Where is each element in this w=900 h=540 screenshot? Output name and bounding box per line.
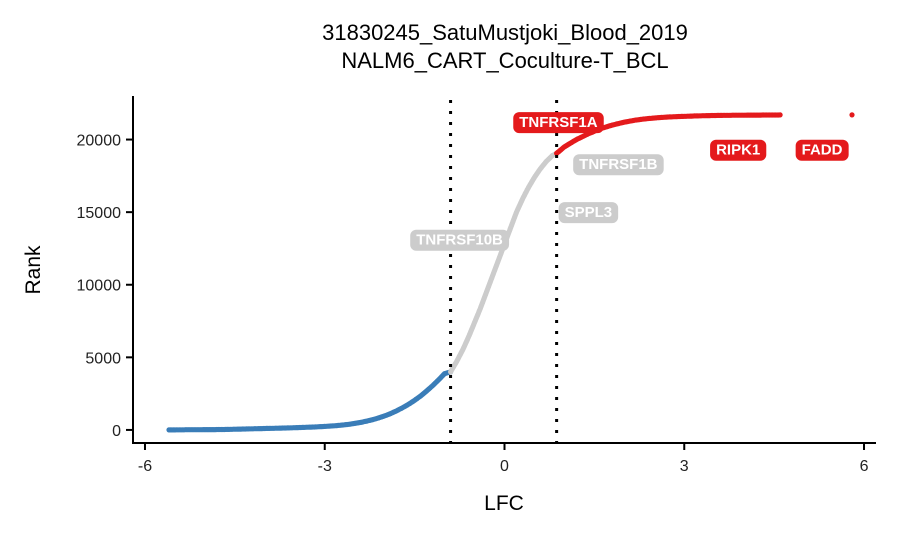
y-tick-label: 5000 [85,350,121,367]
gene-labels: TNFRSF1A TNFRSF1B SPPL3 TNFRSF10B RIPK1 FADD [410,112,849,251]
x-tick-label: 0 [500,458,509,475]
gene-label-box [710,139,767,161]
gene-label-box [513,112,604,134]
gene-label: FADD [795,139,849,161]
high-point [776,112,782,118]
gene-label-box [795,139,849,161]
y-axis-title: Rank [22,245,45,295]
gene-label-text: TNFRSF1B [579,156,658,173]
high-point [849,112,855,118]
x-tick-label: 3 [680,458,689,475]
x-axis-title: LFC [484,492,524,515]
chart-title: 31830245_SatuMustjoki_Blood_2019 [322,20,688,45]
gene-label-text: RIPK1 [716,142,760,159]
gene-label-text: SPPL3 [565,204,613,221]
y-tick-label: 0 [112,423,121,440]
x-tick-label: -6 [138,458,152,475]
x-tick-label: -3 [318,458,332,475]
y-tick-label: 15000 [77,205,122,222]
points-layer [166,112,855,433]
gene-label: TNFRSF10B [410,229,510,251]
x-tick-label: 6 [860,458,869,475]
x-axis-ticks: -6 -3 0 3 6 [138,443,869,475]
gene-label: TNFRSF1A [513,112,604,134]
gene-label-text: TNFRSF10B [416,232,503,249]
gene-label: RIPK1 [710,139,767,161]
chart-subtitle: NALM6_CART_Coculture-T_BCL [341,48,668,73]
threshold-lines [449,100,559,443]
y-axis-ticks: 0 5000 10000 15000 20000 [77,133,133,440]
gene-label: SPPL3 [558,202,619,224]
gene-label-box [410,229,510,251]
gene-label-box [573,154,664,176]
y-tick-label: 10000 [77,278,122,295]
y-tick-label: 20000 [77,133,122,150]
gene-label-box [558,202,619,224]
gene-label: TNFRSF1B [573,154,664,176]
gene-label-text: FADD [802,142,843,159]
gene-label-text: TNFRSF1A [519,114,598,131]
